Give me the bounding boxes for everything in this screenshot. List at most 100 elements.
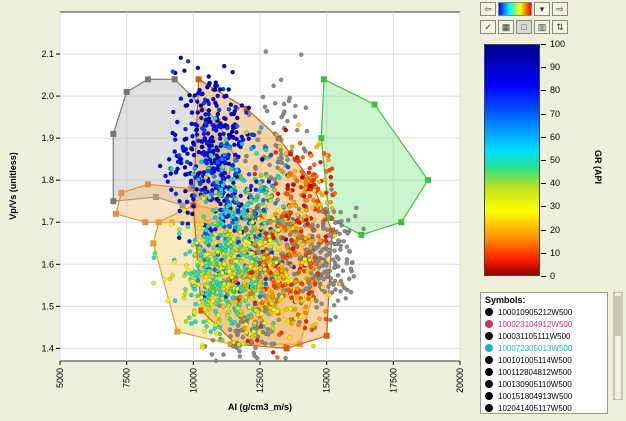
polygon-vertex[interactable] bbox=[110, 198, 117, 205]
data-point bbox=[213, 239, 219, 245]
swatch-icon[interactable]: □ bbox=[516, 20, 532, 34]
data-point bbox=[275, 266, 281, 271]
polygon-vertex[interactable] bbox=[241, 210, 247, 217]
legend-scrollbar[interactable] bbox=[610, 292, 626, 400]
data-point bbox=[255, 229, 261, 235]
polygon-vertex[interactable] bbox=[318, 135, 325, 142]
data-point bbox=[203, 120, 208, 126]
polygon-vertex[interactable] bbox=[326, 215, 333, 222]
data-point bbox=[273, 271, 279, 276]
data-point bbox=[311, 162, 317, 167]
polygon-vertex[interactable] bbox=[323, 332, 330, 339]
data-point bbox=[222, 94, 227, 99]
data-point bbox=[213, 128, 219, 133]
polygon-vertex[interactable] bbox=[283, 345, 290, 352]
legend-item[interactable]: 100031105111W500 bbox=[485, 330, 603, 342]
palette-icon[interactable]: ▦ bbox=[498, 20, 514, 34]
data-point bbox=[252, 320, 257, 326]
polygon-vertex[interactable] bbox=[329, 227, 335, 234]
polygon-vertex[interactable] bbox=[174, 328, 181, 335]
legend-item[interactable]: 100112804812W500 bbox=[485, 366, 603, 378]
polygon-vertex[interactable] bbox=[145, 181, 151, 188]
polygon-vertex[interactable] bbox=[307, 177, 314, 184]
polygon-vertex[interactable] bbox=[227, 341, 234, 348]
polygon-vertex[interactable] bbox=[169, 219, 175, 226]
polygon-vertex[interactable] bbox=[243, 105, 250, 112]
dropdown-icon[interactable]: ▾ bbox=[534, 2, 550, 16]
polygon-vertex[interactable] bbox=[371, 101, 378, 108]
legend-item[interactable]: 100072305013W500 bbox=[485, 342, 603, 354]
data-point bbox=[262, 220, 267, 226]
data-point bbox=[182, 165, 188, 170]
data-point bbox=[203, 199, 209, 204]
data-point bbox=[279, 294, 285, 300]
polygon-vertex[interactable] bbox=[155, 219, 162, 226]
data-point bbox=[213, 232, 218, 237]
legend-item[interactable]: 102041405117W500 bbox=[485, 402, 603, 413]
flip-icon[interactable]: ⇅ bbox=[552, 20, 568, 34]
polygon-vertex[interactable] bbox=[321, 76, 327, 83]
data-point bbox=[249, 259, 255, 265]
data-point bbox=[312, 282, 318, 287]
data-point bbox=[226, 223, 232, 229]
data-point bbox=[302, 214, 308, 219]
data-point bbox=[335, 264, 341, 269]
polygon-vertex[interactable] bbox=[187, 185, 194, 192]
polygon-vertex[interactable] bbox=[123, 88, 130, 95]
color-ramp-icon[interactable] bbox=[498, 2, 532, 16]
polygon-vertex[interactable] bbox=[203, 219, 210, 226]
data-point bbox=[282, 109, 287, 114]
legend-item[interactable]: 100151804913W500 bbox=[485, 390, 603, 402]
polygon-vertex[interactable] bbox=[145, 76, 151, 83]
data-point bbox=[196, 149, 202, 155]
arrow-left-icon[interactable]: ⇦ bbox=[480, 2, 496, 16]
data-point bbox=[305, 178, 311, 184]
data-point bbox=[238, 308, 244, 314]
data-point bbox=[292, 156, 298, 162]
polygon-vertex[interactable] bbox=[195, 76, 202, 83]
data-point bbox=[178, 55, 184, 61]
data-point bbox=[214, 153, 220, 158]
data-point bbox=[327, 247, 333, 253]
data-point bbox=[258, 185, 264, 191]
data-point bbox=[215, 159, 220, 165]
polygon-vertex[interactable] bbox=[398, 219, 405, 226]
polygon-vertex[interactable] bbox=[150, 240, 157, 247]
data-point bbox=[185, 151, 190, 156]
data-point bbox=[277, 248, 283, 254]
polygon-vertex[interactable] bbox=[171, 76, 178, 83]
data-point bbox=[208, 237, 213, 243]
polygon-vertex[interactable] bbox=[425, 177, 431, 184]
polygon-vertex[interactable] bbox=[110, 130, 117, 137]
data-point bbox=[221, 352, 226, 357]
legend-items: 100010905212W500 100023104912W500 10003110… bbox=[485, 306, 603, 413]
polygon-vertex[interactable] bbox=[118, 189, 125, 196]
polygon-vertex[interactable] bbox=[153, 194, 159, 201]
legend-item[interactable]: 100101005114W500 bbox=[485, 354, 603, 366]
polygon-vertex[interactable] bbox=[179, 202, 186, 209]
legend-item[interactable]: 100130905110W500 bbox=[485, 378, 603, 390]
data-point bbox=[212, 308, 218, 314]
legend-item[interactable]: 100010905212W500 bbox=[485, 306, 603, 318]
data-point bbox=[258, 277, 264, 283]
polygon-vertex[interactable] bbox=[358, 231, 365, 238]
polygon-vertex[interactable] bbox=[198, 307, 205, 314]
data-point bbox=[283, 343, 288, 349]
arrow-right-icon[interactable]: ⇨ bbox=[552, 2, 568, 16]
data-point bbox=[185, 59, 191, 64]
scroll-thumb[interactable] bbox=[615, 296, 621, 336]
check-icon[interactable]: ✓ bbox=[480, 20, 496, 34]
data-point bbox=[272, 101, 278, 106]
polygon-vertex[interactable] bbox=[313, 278, 319, 285]
legend-item[interactable]: 100023104912W500 bbox=[485, 318, 603, 330]
range-icon[interactable]: ▥ bbox=[534, 20, 550, 34]
data-point bbox=[312, 321, 318, 327]
data-point bbox=[259, 224, 265, 230]
polygon-vertex[interactable] bbox=[113, 210, 119, 217]
polygon-vertex[interactable] bbox=[142, 219, 149, 226]
data-point bbox=[182, 137, 187, 142]
data-point bbox=[290, 246, 296, 251]
polygon-vertex[interactable] bbox=[233, 341, 239, 348]
data-point bbox=[251, 329, 257, 334]
data-point bbox=[218, 124, 224, 130]
